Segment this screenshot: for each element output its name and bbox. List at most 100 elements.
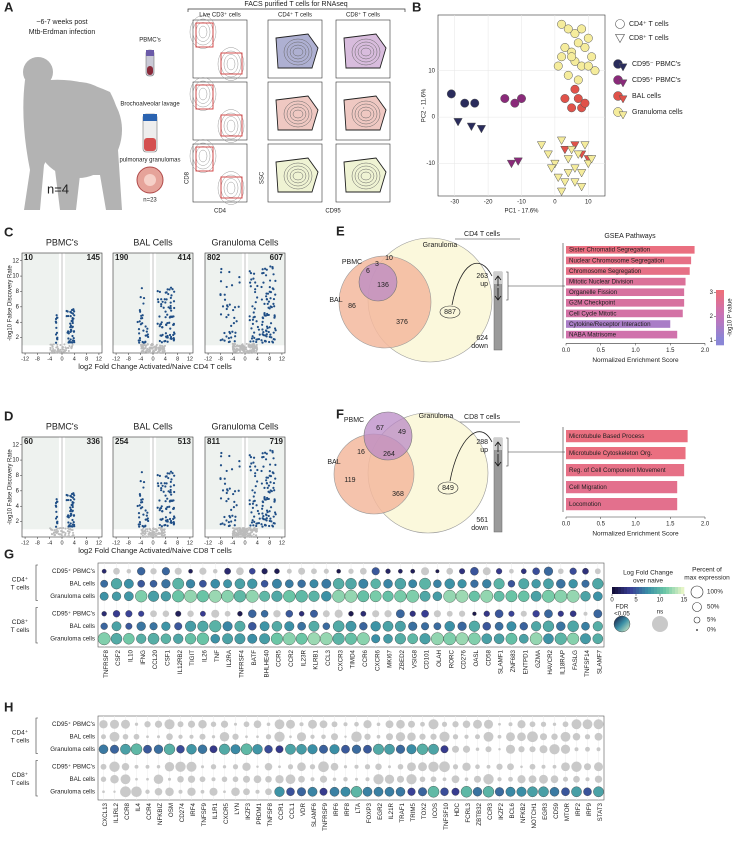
volcano-point: [233, 490, 237, 493]
volcano-point: [155, 348, 158, 351]
expression-dot: [113, 567, 120, 575]
volcano-point: [55, 337, 59, 340]
volcano-point: [269, 449, 272, 452]
expression-dot: [264, 745, 273, 754]
expression-dot: [419, 633, 431, 645]
volcano-point: [250, 528, 253, 531]
gsea-bar: [566, 464, 685, 477]
volcano-point: [150, 343, 153, 346]
expression-dot: [554, 589, 568, 603]
volcano-point: [265, 295, 268, 298]
x-tick-label: 12: [187, 356, 193, 362]
expression-dot: [261, 568, 268, 575]
volcano-point: [250, 521, 254, 524]
volcano-point: [50, 528, 53, 531]
sig-region: [22, 437, 59, 530]
expression-dot: [507, 763, 514, 771]
volcano-point: [161, 532, 164, 535]
volcano-point: [243, 349, 246, 352]
volcano-point: [65, 498, 68, 502]
arrow: [494, 275, 502, 286]
expression-dot: [348, 611, 354, 617]
expression-dot: [384, 610, 392, 618]
contour: [283, 38, 313, 66]
colorbar-cell: [716, 292, 724, 296]
expression-dot: [131, 786, 142, 798]
expression-dot: [310, 609, 318, 618]
legend-swatch: [613, 615, 631, 633]
volcano-point: [166, 313, 169, 316]
gene-label: TRIM5: [410, 802, 417, 821]
volcano-point: [263, 497, 266, 500]
expression-dot: [594, 775, 603, 783]
venn-pbmc: [363, 411, 413, 461]
expression-dot: [516, 786, 527, 797]
pca-point: [580, 141, 590, 150]
volcano-point: [138, 516, 141, 519]
expression-dot: [321, 578, 332, 589]
volcano-point: [229, 332, 232, 335]
volcano-point: [49, 347, 52, 350]
colorbar-cell: [716, 339, 724, 343]
expression-dot: [149, 580, 158, 588]
expression-dot: [371, 634, 381, 644]
volcano-point: [54, 341, 58, 344]
legend-label: 50%: [707, 604, 720, 611]
expression-dot: [464, 777, 469, 782]
pca-point: [570, 164, 580, 173]
volcano-point: [153, 345, 156, 348]
expression-dot: [431, 632, 444, 646]
gsea-bar: [566, 267, 690, 275]
bracket: [35, 607, 38, 644]
volcano-point: [169, 286, 173, 289]
volcano-point: [161, 510, 164, 513]
gene-label: CD101: [424, 649, 431, 669]
panel-letter: E: [336, 223, 345, 238]
panel-letter: F: [336, 406, 344, 421]
volcano-point: [64, 533, 67, 536]
volcano-point: [71, 325, 74, 328]
volcano-point: [152, 531, 155, 534]
expression-dot: [594, 732, 603, 741]
label: down: [471, 343, 488, 350]
expression-dot: [583, 787, 592, 796]
expression-dot: [308, 719, 317, 729]
volcano-point: [161, 484, 164, 487]
x-tick-label: 0: [553, 200, 557, 206]
volcano-point: [71, 504, 74, 507]
volcano-point: [137, 328, 141, 331]
volcano-point: [137, 512, 141, 515]
pca-point: [577, 24, 587, 34]
expression-dot: [365, 777, 370, 782]
volcano-point: [250, 278, 253, 281]
pca-point: [476, 125, 487, 134]
volcano-point: [164, 485, 167, 488]
volcano-point: [158, 290, 162, 293]
expression-dot: [517, 732, 526, 742]
venn-count: 264: [383, 451, 395, 458]
volcano-point: [220, 267, 223, 271]
volcano-point: [264, 458, 268, 461]
colorbar-tick-label: 5: [634, 598, 638, 604]
volcano-point: [149, 529, 152, 532]
gene-label: CD58: [485, 649, 492, 665]
volcano-point: [265, 482, 268, 485]
volcano-point: [221, 522, 224, 525]
volcano-point: [263, 302, 266, 305]
venn-count: 86: [348, 303, 356, 310]
expression-dot: [581, 622, 590, 631]
volcano-point: [141, 317, 144, 320]
expression-dot: [175, 610, 182, 617]
contour: [292, 47, 304, 57]
x-tick-label: 12: [96, 540, 102, 546]
label: over naive: [633, 578, 663, 585]
expression-dot: [177, 775, 184, 783]
volcano-point: [233, 345, 236, 348]
volcano-point: [160, 347, 163, 350]
label: 561: [476, 517, 488, 524]
volcano-point: [253, 491, 256, 494]
expression-dot: [435, 569, 440, 574]
legend-swatch: [618, 111, 628, 120]
plot-title: PBMC's: [46, 421, 79, 431]
expression-dot: [506, 621, 517, 632]
